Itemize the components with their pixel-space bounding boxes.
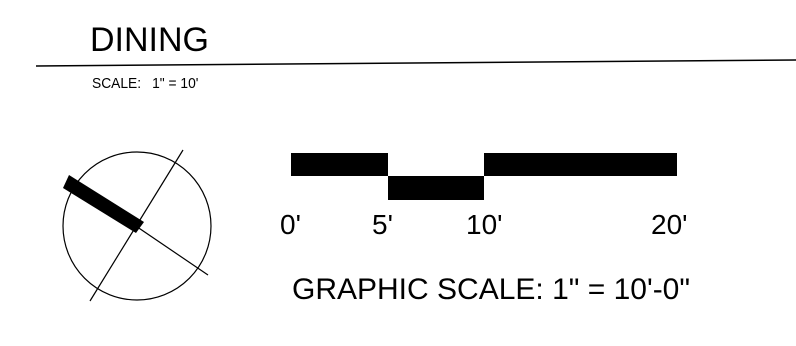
page-title: DINING — [90, 21, 209, 59]
north-arrow-circle — [62, 151, 212, 301]
north-arrow-icon — [62, 149, 212, 302]
scale-tick-0: 0' — [280, 209, 301, 240]
scale-tick-20: 20' — [651, 209, 688, 240]
scale-segment-0-5 — [291, 153, 388, 176]
scale-segment-10-20 — [484, 153, 677, 176]
scale-tick-10: 10' — [466, 209, 503, 240]
scale-tick-5: 5' — [372, 209, 393, 240]
graphic-scale-bar — [291, 153, 677, 200]
scale-segment-5-10 — [388, 176, 484, 200]
scale-note: SCALE: 1" = 10' — [92, 75, 198, 93]
scale-note-label: SCALE: — [92, 75, 142, 92]
scale-note-value: 1" = 10' — [152, 75, 199, 92]
graphic-scale-caption: GRAPHIC SCALE: 1" = 10'-0" — [292, 273, 691, 306]
title-underline — [35, 59, 796, 67]
north-arrow-pointer — [63, 175, 144, 233]
